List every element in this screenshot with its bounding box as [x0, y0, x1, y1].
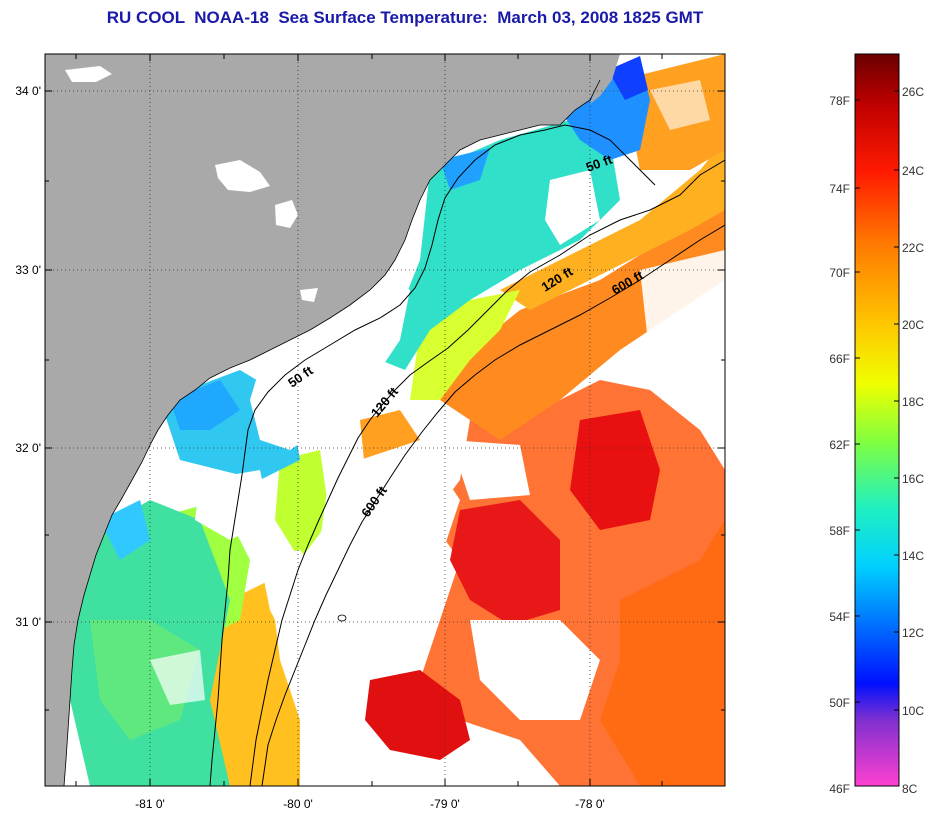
land-mass [45, 54, 600, 786]
lon-label-79: -79 0' [430, 797, 460, 811]
land-clouds [65, 66, 318, 302]
graticule [45, 54, 725, 786]
cb-f-50: 50F [829, 696, 850, 710]
map-frame [44, 53, 726, 787]
cb-c-24: 24C [902, 164, 924, 178]
cb-c-22: 22C [902, 241, 924, 255]
cb-c-10: 10C [902, 704, 924, 718]
cb-c-18: 18C [902, 395, 924, 409]
colorbar-gradient [854, 53, 900, 787]
cb-f-78: 78F [829, 94, 850, 108]
coastline [63, 79, 601, 786]
sst-field [60, 54, 725, 786]
map-title: RU COOL NOAA-18 Sea Surface Temperature:… [106, 8, 704, 27]
cb-f-70: 70F [829, 266, 850, 280]
lat-label-33: 33 0' [15, 263, 41, 277]
lon-label-81: -81 0' [135, 797, 165, 811]
lat-label-32: 32 0' [15, 441, 41, 455]
lat-label-31: 31 0' [15, 615, 41, 629]
cb-c-8: 8C [902, 782, 918, 796]
depth-contour-600ft [261, 224, 725, 786]
depth-contour-120ft [249, 159, 725, 786]
axis-ticks [45, 54, 725, 786]
cb-c-20: 20C [902, 318, 924, 332]
lat-label-34: 34 0' [15, 84, 41, 98]
cb-f-66: 66F [829, 352, 850, 366]
depth-contour-50ft [209, 124, 656, 786]
cb-c-26: 26C [902, 85, 924, 99]
colorbar: 78F 74F 70F 66F 62F 58F 54F 50F 46F 26C … [829, 53, 924, 796]
cb-f-54: 54F [829, 610, 850, 624]
lon-label-78: -78 0' [575, 797, 605, 811]
map-panel: 50 ft 50 ft 120 ft 120 ft 600 ft 600 ft [45, 54, 725, 786]
lon-label-80: -80 0' [283, 797, 313, 811]
cb-f-58: 58F [829, 524, 850, 538]
cb-f-46: 46F [829, 782, 850, 796]
cb-c-16: 16C [902, 472, 924, 486]
cb-c-14: 14C [902, 549, 924, 563]
cb-f-74: 74F [829, 182, 850, 196]
cb-f-62: 62F [829, 438, 850, 452]
cb-c-12: 12C [902, 626, 924, 640]
